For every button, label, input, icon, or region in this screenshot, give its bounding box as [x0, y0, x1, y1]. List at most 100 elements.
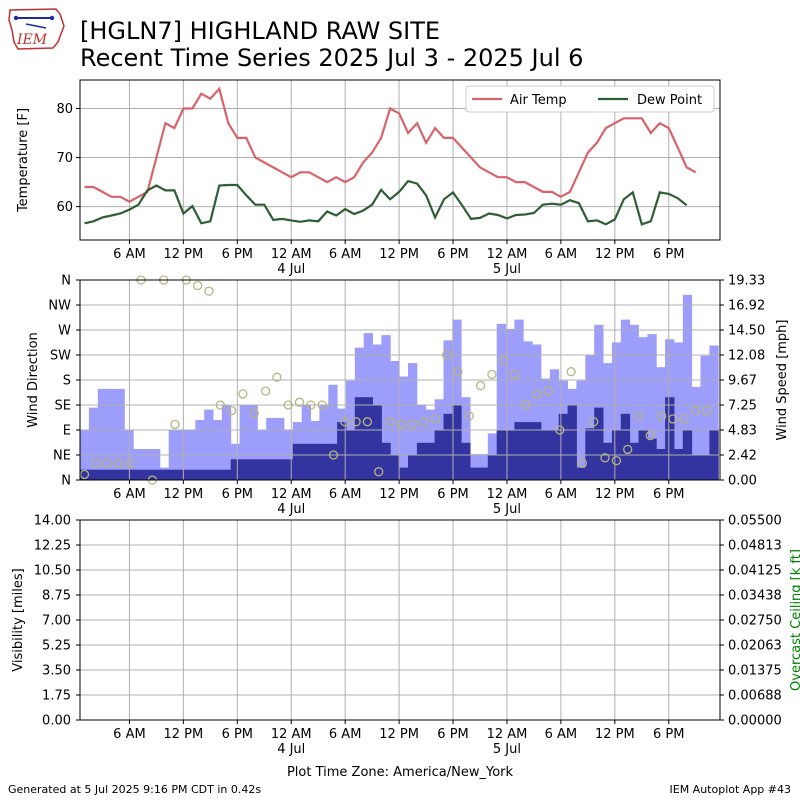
wind-gust-bar	[478, 454, 489, 480]
wind-direction-marker	[645, 430, 655, 441]
x-tick-label: 12 PM	[164, 247, 204, 262]
wind-direction-tick-label: N	[61, 474, 71, 489]
x-tick-label: 6 PM	[222, 247, 253, 262]
wind-direction-marker	[193, 280, 203, 291]
ceiling-tick-label: 0.00000	[728, 714, 782, 729]
wind-gust-bar	[673, 342, 684, 480]
wind-direction-marker	[125, 458, 135, 468]
wind-direction-marker	[566, 367, 576, 377]
wind-speed-tick-label: 19.33	[728, 274, 765, 289]
wind-speed-bar	[443, 413, 453, 480]
x-tick-label: 12 PM	[595, 247, 635, 262]
wind-speed-bar	[523, 422, 533, 480]
wind-direction-marker	[521, 400, 531, 410]
x-tick-label: 12 PM	[595, 727, 635, 742]
wind-direction-marker	[577, 458, 588, 468]
wind-gust-bar	[275, 417, 285, 480]
wind-direction-marker	[102, 458, 112, 468]
temperature-axis-label: Temperature [F]	[16, 108, 31, 213]
wind-speed-bar	[88, 469, 99, 480]
wind-direction-marker	[656, 411, 667, 421]
wind-direction-marker	[690, 405, 701, 416]
wind-speed-bar	[97, 469, 108, 480]
air-temp-line	[84, 86, 697, 203]
wind-panel: N NE E SE S SW W NW N 0.00 2.42 4.83 7.25 9.67 12.08 14…	[26, 274, 790, 518]
wind-direction-marker	[532, 389, 542, 399]
y-tick-label: 70	[56, 151, 73, 166]
x-tick-label: 6 PM	[653, 487, 684, 502]
wind-gust-bar	[443, 340, 453, 480]
wind-gust-bar	[204, 409, 214, 480]
ceiling-tick-label: 0.02750	[728, 614, 782, 629]
wind-direction-marker	[294, 397, 305, 407]
wind-direction-marker	[487, 369, 497, 380]
wind-direction-marker	[328, 450, 339, 460]
wind-direction-tick-label: SE	[55, 399, 71, 414]
wind-speed-bar	[665, 397, 675, 480]
wind-speed-tick-label: 0.00	[728, 474, 757, 489]
wind-direction-tick-label: W	[58, 324, 71, 339]
logo-text: IEM	[16, 32, 48, 48]
wind-speed-bar	[257, 459, 267, 480]
x-tick-label: 12 AM	[271, 727, 312, 742]
wind-speed-bar	[514, 422, 524, 480]
wind-speed-bar	[656, 449, 666, 480]
wind-gust-bar	[647, 334, 657, 480]
wind-speed-tick-label: 14.50	[728, 324, 765, 339]
wind-speed-bar	[204, 469, 214, 480]
wind-direction-marker	[419, 417, 429, 427]
wind-gust-bar	[221, 405, 232, 480]
legend-label-air-temp: Air Temp	[510, 93, 567, 108]
ceiling-tick-label: 0.02063	[728, 639, 782, 654]
x-tick-label: 6 PM	[437, 727, 468, 742]
wind-gust-bar	[594, 324, 604, 480]
wind-gust-bar	[151, 449, 161, 480]
wind-direction-marker	[226, 405, 237, 416]
wind-gust-bar	[301, 405, 311, 480]
wind-gust-bar	[213, 420, 223, 480]
wind-gust-bar	[328, 384, 338, 480]
x-tick-label: 12 AM	[487, 247, 528, 262]
wind-direction-marker	[702, 405, 712, 416]
wind-speed-bar	[363, 397, 373, 480]
x-tick-label: 12 PM	[595, 487, 635, 502]
wind-gust-bar	[496, 323, 506, 480]
x-date-label: 5 Jul	[493, 502, 521, 517]
wind-speed-bar	[700, 455, 710, 480]
wind-gust-bar	[611, 342, 622, 480]
wind-speed-tick-label: 16.92	[728, 299, 765, 314]
y-tick-label: 80	[56, 102, 73, 117]
iem-logo: IEM	[8, 8, 65, 50]
x-tick-label: 12 PM	[164, 487, 204, 502]
wind-speed-bar	[629, 442, 639, 480]
wind-speed-bar	[673, 449, 684, 480]
wind-gust-bar	[381, 335, 391, 480]
wind-direction-marker	[464, 411, 474, 421]
wind-speed-tick-label: 2.42	[728, 449, 757, 464]
visibility-tick-label: 0.00	[42, 714, 71, 729]
x-tick-label: 6 PM	[653, 247, 684, 262]
wind-direction-tick-label: SW	[50, 349, 71, 364]
wind-speed-bar	[478, 467, 489, 480]
wind-gust-bar	[88, 407, 99, 480]
x-tick-label: 6 AM	[113, 727, 146, 742]
wind-speed-bar	[425, 442, 436, 480]
wind-speed-bar	[230, 459, 240, 480]
wind-gust-bar	[691, 386, 701, 480]
wind-direction-marker	[430, 414, 440, 424]
wind-direction-marker	[600, 453, 610, 463]
visibility-tick-label: 5.25	[42, 639, 71, 654]
wind-speed-bar	[647, 438, 657, 480]
x-tick-label: 6 PM	[437, 247, 468, 262]
wind-speed-bar	[594, 407, 604, 480]
iowa-outline-icon	[8, 8, 65, 50]
wind-direction-tick-label: E	[63, 424, 71, 439]
visibility-tick-label: 10.50	[34, 564, 71, 579]
wind-speed-bar	[115, 469, 125, 480]
wind-speed-bar	[328, 443, 338, 480]
wind-direction-tick-label: S	[63, 374, 71, 389]
wind-gust-bar	[248, 405, 258, 480]
wind-speed-bar	[487, 455, 498, 480]
wind-speed-bar	[310, 443, 320, 480]
wind-direction-marker	[340, 417, 350, 427]
